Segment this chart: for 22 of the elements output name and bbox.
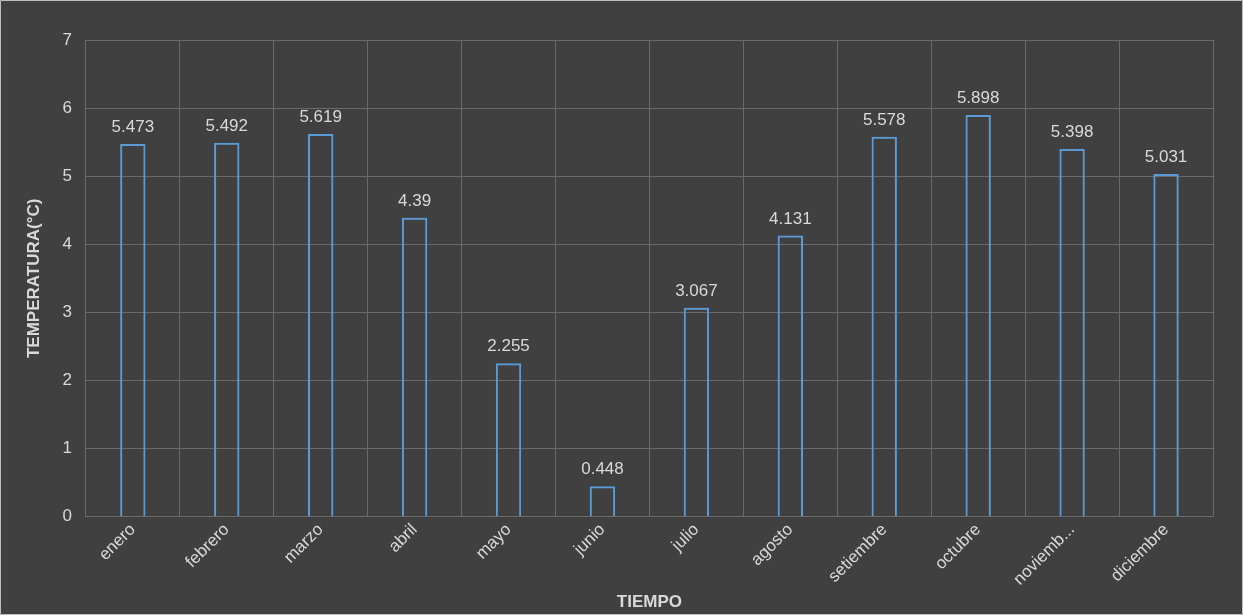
data-label: 5.619	[299, 107, 342, 127]
y-tick-label: 2	[62, 370, 72, 390]
data-label: 5.578	[862, 110, 906, 130]
data-label: 3.067	[675, 281, 718, 301]
data-label: 5.492	[205, 115, 249, 135]
y-tick-label: 0	[62, 506, 72, 526]
y-axis-title: TEMPERATURA(°C)	[23, 198, 43, 359]
data-label: 5.473	[111, 117, 155, 137]
data-label: 5.398	[1050, 122, 1094, 142]
y-tick-label: 6	[62, 97, 72, 117]
data-label: 5.031	[1144, 147, 1188, 167]
data-label: 5.898	[956, 88, 1000, 108]
data-label: 0.448	[581, 459, 624, 479]
data-label: 2.255	[487, 336, 530, 356]
y-tick-label: 3	[62, 302, 72, 322]
y-tick-label: 1	[62, 438, 72, 458]
x-axis-title: TIEMPO	[616, 592, 683, 612]
data-label: 4.131	[769, 208, 812, 228]
y-tick-label: 4	[62, 234, 72, 253]
data-label: 4.39	[398, 190, 432, 210]
y-tick-label: 7	[62, 29, 72, 49]
y-tick-label: 5	[62, 165, 72, 185]
